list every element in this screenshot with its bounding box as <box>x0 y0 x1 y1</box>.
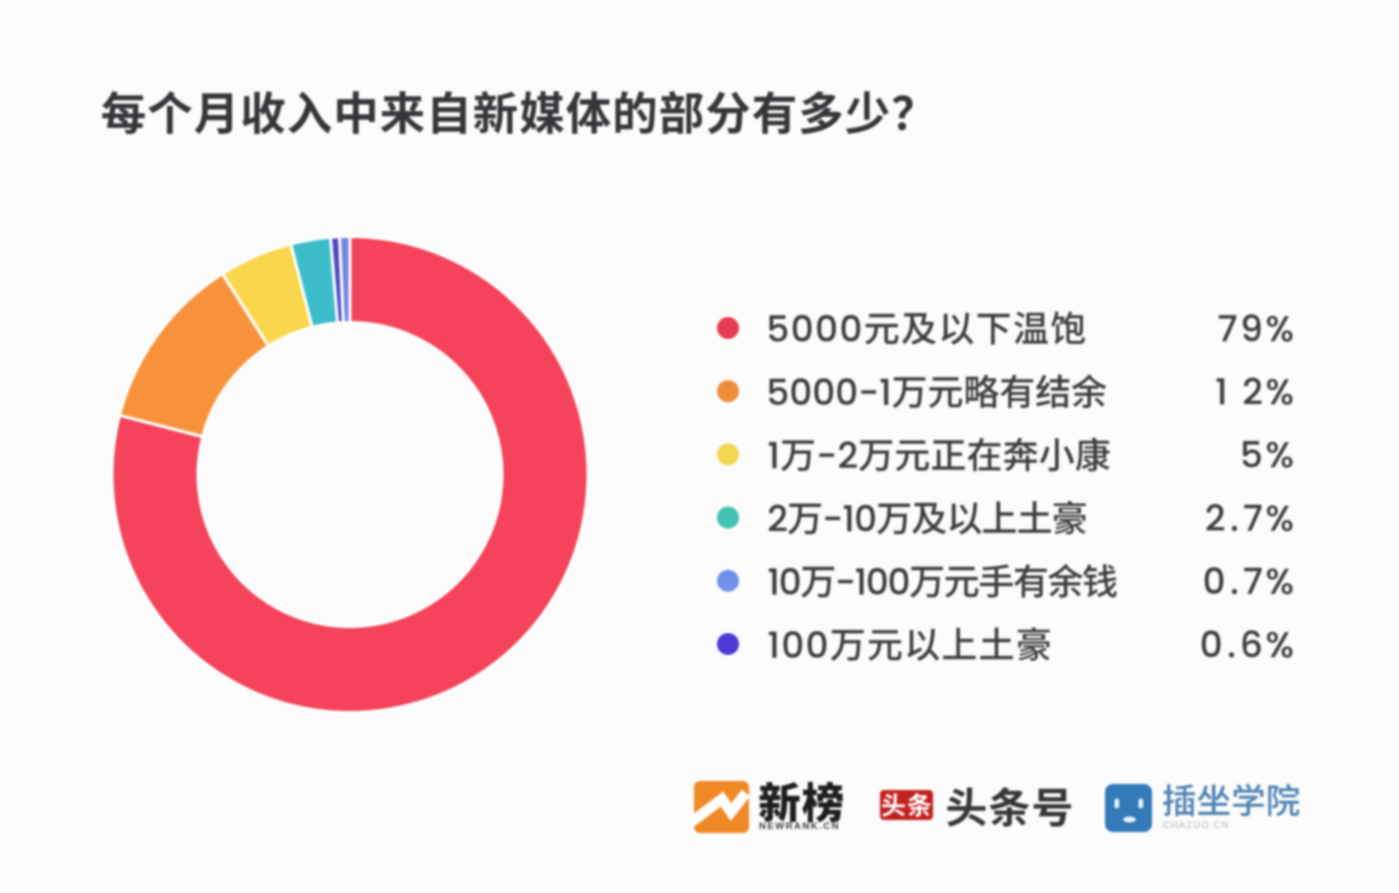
svg-text:CHAZUO.CN: CHAZUO.CN <box>1163 820 1229 831</box>
svg-text:NEWRANK.CN: NEWRANK.CN <box>759 821 840 832</box>
